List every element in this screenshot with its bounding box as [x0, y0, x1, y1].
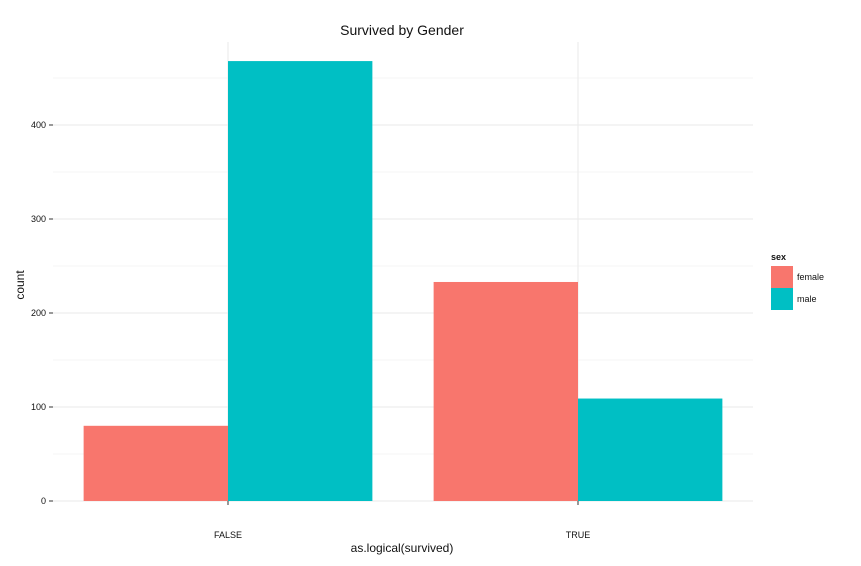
legend-label-male: male — [797, 294, 817, 304]
bar-female-FALSE — [83, 425, 228, 501]
legend-key-female — [771, 266, 793, 288]
legend-label-female: female — [797, 272, 824, 282]
y-axis: 0 100 200 300 400 — [31, 120, 53, 506]
y-tick-label: 400 — [31, 120, 46, 130]
y-tick-label: 200 — [31, 308, 46, 318]
y-tick-label: 100 — [31, 402, 46, 412]
y-tick-label: 300 — [31, 214, 46, 224]
bar-male-TRUE — [578, 398, 723, 501]
chart-title: Survived by Gender — [340, 22, 464, 38]
y-axis-title: count — [13, 270, 27, 300]
x-axis-title: as.logical(survived) — [351, 541, 454, 555]
bar-female-TRUE — [433, 281, 578, 501]
bars — [83, 61, 723, 501]
x-tick-label: TRUE — [566, 530, 591, 540]
legend: sex female male — [771, 252, 824, 310]
legend-title: sex — [771, 252, 786, 262]
legend-key-male — [771, 288, 793, 310]
bar-male-FALSE — [228, 61, 373, 501]
y-tick-label: 0 — [41, 496, 46, 506]
x-tick-label: FALSE — [214, 530, 242, 540]
x-axis: FALSE TRUE — [214, 501, 590, 540]
